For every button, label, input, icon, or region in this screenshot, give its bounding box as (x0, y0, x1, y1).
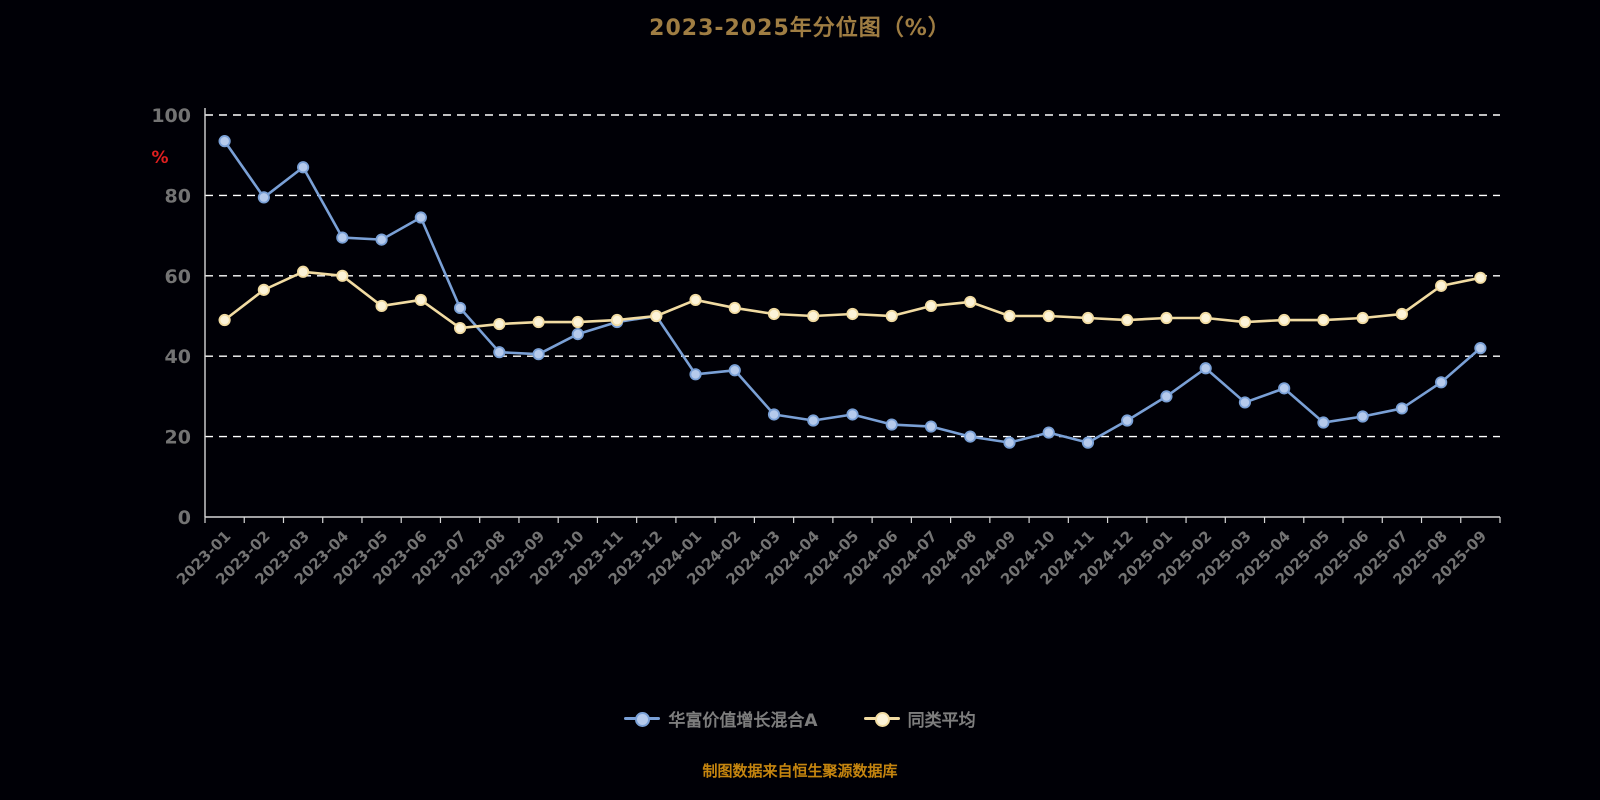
peer-data-point-2024-02 (728, 301, 741, 315)
fund-data-point-2024-06 (885, 418, 898, 431)
peer-data-point-2024-07 (924, 299, 938, 313)
fund-data-point-2025-04 (1278, 382, 1291, 395)
legend-label-fund: 华富价值增长混合A (668, 711, 818, 731)
fund-data-point-2023-05 (375, 233, 388, 246)
peer-data-point-2025-04 (1278, 313, 1291, 327)
peer-data-point-2025-02 (1199, 311, 1212, 325)
fund-data-point-2023-06 (414, 211, 427, 224)
peer-data-point-2023-04 (336, 269, 349, 282)
fund-data-point-2025-01 (1160, 390, 1173, 403)
fund-data-point-2024-02 (728, 364, 741, 377)
peer-data-point-2024-01 (689, 293, 702, 307)
peer-data-point-2024-06 (885, 309, 898, 323)
fund-data-point-2024-03 (767, 408, 781, 421)
peer-data-point-2024-11 (1081, 311, 1095, 325)
peer-data-point-2023-01 (218, 313, 231, 327)
y-axis-unit-label: % (151, 148, 168, 168)
fund-data-point-2024-05 (846, 408, 859, 421)
legend-label-peer-average: 同类平均 (907, 711, 976, 731)
peer-data-point-2023-06 (414, 293, 427, 307)
legend-item-peer-average[interactable]: 同类平均 (863, 706, 976, 731)
fund-data-point-2025-02 (1199, 362, 1212, 375)
y-tick-label-100: 100 (151, 105, 191, 127)
chart-legend: 华富价值增长混合A 同类平均 (0, 706, 1600, 731)
peer-data-point-2023-08 (493, 317, 506, 331)
peer-data-point-2023-11 (610, 313, 624, 327)
peer-data-point-2025-03 (1238, 315, 1252, 329)
peer-data-point-2023-05 (375, 299, 388, 313)
peer-data-point-2025-06 (1356, 311, 1369, 325)
peer-data-point-2025-05 (1317, 313, 1330, 327)
fund-data-point-2023-10 (571, 327, 584, 341)
peer-data-point-2025-08 (1435, 279, 1448, 292)
peer-data-point-2023-09 (532, 315, 545, 329)
fund-data-point-2023-01 (218, 135, 231, 148)
peer-data-point-2023-10 (571, 315, 584, 329)
peer-data-point-2023-02 (257, 283, 270, 296)
fund-data-point-2025-08 (1435, 376, 1448, 389)
percentile-line-chart: 020406080100%2023-012023-022023-032023-0… (151, 105, 1501, 589)
peer-data-point-2023-12 (650, 309, 663, 323)
fund-data-point-2025-06 (1356, 410, 1369, 423)
peer-data-point-2024-03 (767, 307, 781, 321)
fund-data-point-2024-07 (924, 420, 938, 433)
fund-data-point-2024-12 (1121, 414, 1134, 427)
peer-data-point-2025-01 (1160, 311, 1173, 325)
fund-data-point-2023-03 (297, 161, 310, 174)
fund-data-point-2024-04 (807, 414, 820, 427)
fund-data-point-2023-04 (336, 231, 349, 244)
fund-data-point-2024-11 (1081, 436, 1095, 449)
fund-data-point-2023-09 (532, 348, 545, 361)
fund-data-point-2023-07 (453, 301, 467, 315)
peer-data-point-2024-09 (1003, 309, 1016, 323)
fund-data-point-2024-08 (964, 430, 977, 443)
data-source-note: 制图数据来自恒生聚源数据库 (702, 762, 898, 780)
fund-data-point-2024-10 (1042, 426, 1055, 439)
legend-item-fund[interactable]: 华富价值增长混合A (624, 706, 818, 731)
peer-data-point-2024-10 (1042, 309, 1055, 323)
y-tick-label-80: 80 (165, 185, 191, 207)
fund-data-point-2025-07 (1395, 402, 1408, 415)
peer-data-point-2024-08 (964, 295, 977, 309)
y-tick-label-60: 60 (165, 266, 191, 288)
peer-data-point-2023-07 (453, 321, 467, 335)
fund-data-point-2023-08 (493, 346, 506, 359)
y-tick-label-40: 40 (165, 346, 191, 368)
fund-series-line (223, 139, 1482, 444)
fund-data-point-2025-03 (1238, 396, 1252, 409)
fund-data-point-2024-09 (1003, 436, 1016, 449)
peer-series-legend-marker-icon (863, 711, 900, 727)
fund-data-point-2024-01 (689, 368, 702, 381)
peer-data-point-2025-09 (1474, 271, 1487, 284)
fund-data-point-2025-05 (1317, 416, 1330, 429)
peer-data-point-2024-04 (807, 309, 820, 323)
fund-data-point-2025-09 (1474, 342, 1487, 355)
fund-data-point-2023-02 (257, 191, 270, 204)
peer-data-point-2024-05 (846, 307, 859, 321)
fund-series-legend-marker-icon (624, 711, 661, 727)
peer-data-point-2024-12 (1121, 313, 1134, 327)
peer-data-point-2025-07 (1395, 307, 1408, 321)
y-tick-label-20: 20 (165, 427, 191, 449)
peer-data-point-2023-03 (297, 265, 310, 278)
chart-title: 2023-2025年分位图（%） (649, 16, 951, 41)
y-tick-label-0: 0 (178, 507, 191, 529)
